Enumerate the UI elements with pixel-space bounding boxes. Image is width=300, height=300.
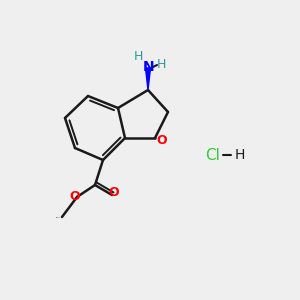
Text: H: H bbox=[133, 50, 143, 62]
Text: H: H bbox=[235, 148, 245, 162]
Text: methyl: methyl bbox=[56, 216, 60, 217]
Polygon shape bbox=[146, 68, 151, 90]
Text: O: O bbox=[70, 190, 80, 202]
Text: O: O bbox=[157, 134, 167, 146]
Text: N: N bbox=[143, 60, 155, 74]
Text: Cl: Cl bbox=[205, 148, 220, 163]
Text: H: H bbox=[156, 58, 166, 71]
Text: O: O bbox=[109, 185, 119, 199]
